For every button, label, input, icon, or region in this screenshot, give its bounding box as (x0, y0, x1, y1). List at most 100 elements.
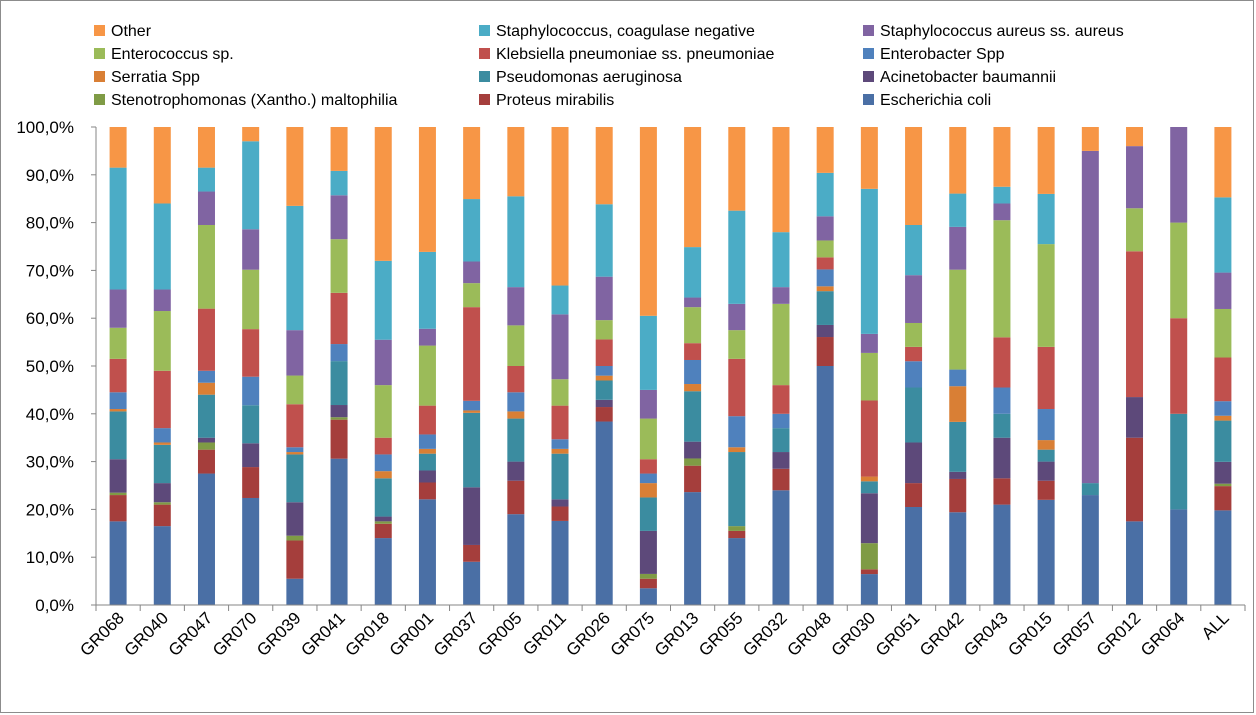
x-tick-label: GR070 (209, 608, 261, 660)
legend-swatch (94, 48, 105, 59)
bar-segment-escherichia-coli (197, 473, 215, 605)
bar-segment-other (109, 127, 127, 168)
bar-segment-enterococcus-sp (1037, 244, 1055, 347)
legend-item-other: Other (94, 23, 152, 40)
x-tick-label: GR001 (386, 608, 438, 660)
bar-segment-enterobacter-spp (595, 366, 613, 376)
bar-segment-proteus-mirabilis (1126, 437, 1144, 522)
bar-segment-enterococcus-sp (949, 269, 967, 370)
bar-segment-other (860, 127, 878, 189)
bar-segment-proteus-mirabilis (639, 578, 657, 589)
bar-segment-enterococcus-sp (242, 269, 260, 330)
bar-segment-proteus-mirabilis (197, 449, 215, 474)
x-tick-label: ALL (1198, 608, 1233, 643)
bar-segment-klebsiella-pneumoniae-ss-pneumoniae (993, 337, 1011, 388)
bar-segment-escherichia-coli (463, 561, 481, 605)
legend-swatch (479, 25, 490, 36)
bar-segment-pseudomonas-aeruginosa (728, 452, 746, 527)
bar-segment-enterococcus-sp (330, 239, 348, 293)
legend-swatch (479, 94, 490, 105)
x-tick-label: GR037 (430, 608, 482, 660)
bar-segment-staphylococcus-aureus-ss-aureus (418, 328, 436, 346)
bar-segment-staphylococcus-coagulase-negative (1214, 197, 1232, 273)
bar-segment-klebsiella-pneumoniae-ss-pneumoniae (507, 366, 525, 393)
bar-segment-enterobacter-spp (993, 387, 1011, 414)
x-tick-label: GR013 (651, 608, 703, 660)
bar-segment-enterococcus-sp (463, 283, 481, 308)
bar-segment-proteus-mirabilis (1037, 480, 1055, 500)
legend-label: Serratia Spp (111, 69, 200, 86)
bar-segment-stenotrophomonas-xantho-maltophilia (860, 543, 878, 570)
bar-segment-staphylococcus-coagulase-negative (993, 186, 1011, 204)
bar-segment-serratia-spp (418, 448, 436, 454)
bar-segment-other (330, 127, 348, 171)
bar-segment-stenotrophomonas-xantho-maltophilia (109, 492, 127, 496)
bar-stack-gr037 (463, 127, 481, 605)
bar-segment-serratia-spp (816, 286, 834, 292)
bar-segment-escherichia-coli (949, 512, 967, 605)
bar-segment-enterococcus-sp (595, 320, 613, 340)
bar-segment-staphylococcus-aureus-ss-aureus (1170, 127, 1188, 223)
bar-segment-acinetobacter-baumannii (242, 443, 260, 468)
legend-item-acinetobacter-baumannii: Acinetobacter baumannii (863, 69, 1056, 86)
bar-segment-proteus-mirabilis (330, 419, 348, 459)
bar-segment-proteus-mirabilis (286, 540, 304, 579)
bar-segment-serratia-spp (860, 476, 878, 482)
bar-segment-pseudomonas-aeruginosa (860, 481, 878, 494)
bar-segment-pseudomonas-aeruginosa (684, 391, 702, 442)
bar-segment-staphylococcus-aureus-ss-aureus (772, 287, 790, 304)
bar-segment-other (772, 127, 790, 233)
y-tick-label: 0,0% (35, 596, 74, 615)
bar-segment-klebsiella-pneumoniae-ss-pneumoniae (197, 308, 215, 371)
bar-segment-pseudomonas-aeruginosa (374, 478, 392, 517)
bar-segment-pseudomonas-aeruginosa (242, 405, 260, 444)
bar-segment-enterococcus-sp (197, 224, 215, 309)
bar-segment-escherichia-coli (1214, 510, 1232, 605)
bar-segment-stenotrophomonas-xantho-maltophilia (286, 535, 304, 541)
bar-segment-proteus-mirabilis (993, 478, 1011, 505)
bar-segment-staphylococcus-coagulase-negative (905, 224, 923, 276)
bar-segment-serratia-spp (109, 409, 127, 412)
bar-stack-gr057 (1081, 127, 1099, 605)
legend-item-enterobacter-spp: Enterobacter Spp (863, 46, 1005, 63)
bar-segment-other (949, 127, 967, 194)
bar-segment-serratia-spp (684, 384, 702, 392)
x-tick-label: GR012 (1093, 608, 1145, 660)
bar-segment-escherichia-coli (418, 499, 436, 605)
bar-segment-staphylococcus-coagulase-negative (286, 205, 304, 331)
legend-label: Acinetobacter baumannii (880, 69, 1056, 86)
bar-segment-staphylococcus-coagulase-negative (418, 251, 436, 329)
bar-segment-pseudomonas-aeruginosa (153, 444, 171, 484)
bar-segment-other (507, 127, 525, 197)
bar-segment-escherichia-coli (860, 574, 878, 605)
legend-label: Enterococcus sp. (111, 46, 234, 63)
bar-segment-staphylococcus-aureus-ss-aureus (330, 195, 348, 240)
x-tick-label: GR047 (165, 608, 217, 660)
x-tick-label: GR040 (121, 608, 173, 660)
bar-segment-stenotrophomonas-xantho-maltophilia (330, 417, 348, 420)
bar-segment-acinetobacter-baumannii (463, 487, 481, 545)
bar-segment-staphylococcus-aureus-ss-aureus (860, 333, 878, 353)
bar-segment-stenotrophomonas-xantho-maltophilia (639, 573, 657, 579)
bar-segment-pseudomonas-aeruginosa (993, 413, 1011, 438)
bar-segment-enterobacter-spp (153, 428, 171, 443)
y-tick-label: 100,0% (16, 118, 74, 137)
bar-segment-serratia-spp (639, 483, 657, 498)
legend-label: Staphylococcus aureus ss. aureus (880, 23, 1124, 40)
bar-stack-gr005 (507, 127, 525, 605)
x-tick-label: GR032 (739, 608, 791, 660)
bar-segment-staphylococcus-aureus-ss-aureus (728, 303, 746, 331)
legend-swatch (863, 71, 874, 82)
bar-segment-other (993, 127, 1011, 187)
bar-segment-pseudomonas-aeruginosa (816, 291, 834, 325)
bar-segment-proteus-mirabilis (507, 480, 525, 515)
bar-segment-pseudomonas-aeruginosa (551, 453, 569, 500)
y-tick-label: 20,0% (26, 500, 74, 519)
bar-segment-enterobacter-spp (507, 392, 525, 412)
x-tick-label: GR018 (342, 608, 394, 660)
bar-segment-proteus-mirabilis (728, 530, 746, 539)
bar-segment-escherichia-coli (551, 520, 569, 605)
bar-stack-gr013 (684, 127, 702, 605)
bar-segment-other (595, 127, 613, 205)
bar-segment-staphylococcus-aureus-ss-aureus (374, 339, 392, 386)
